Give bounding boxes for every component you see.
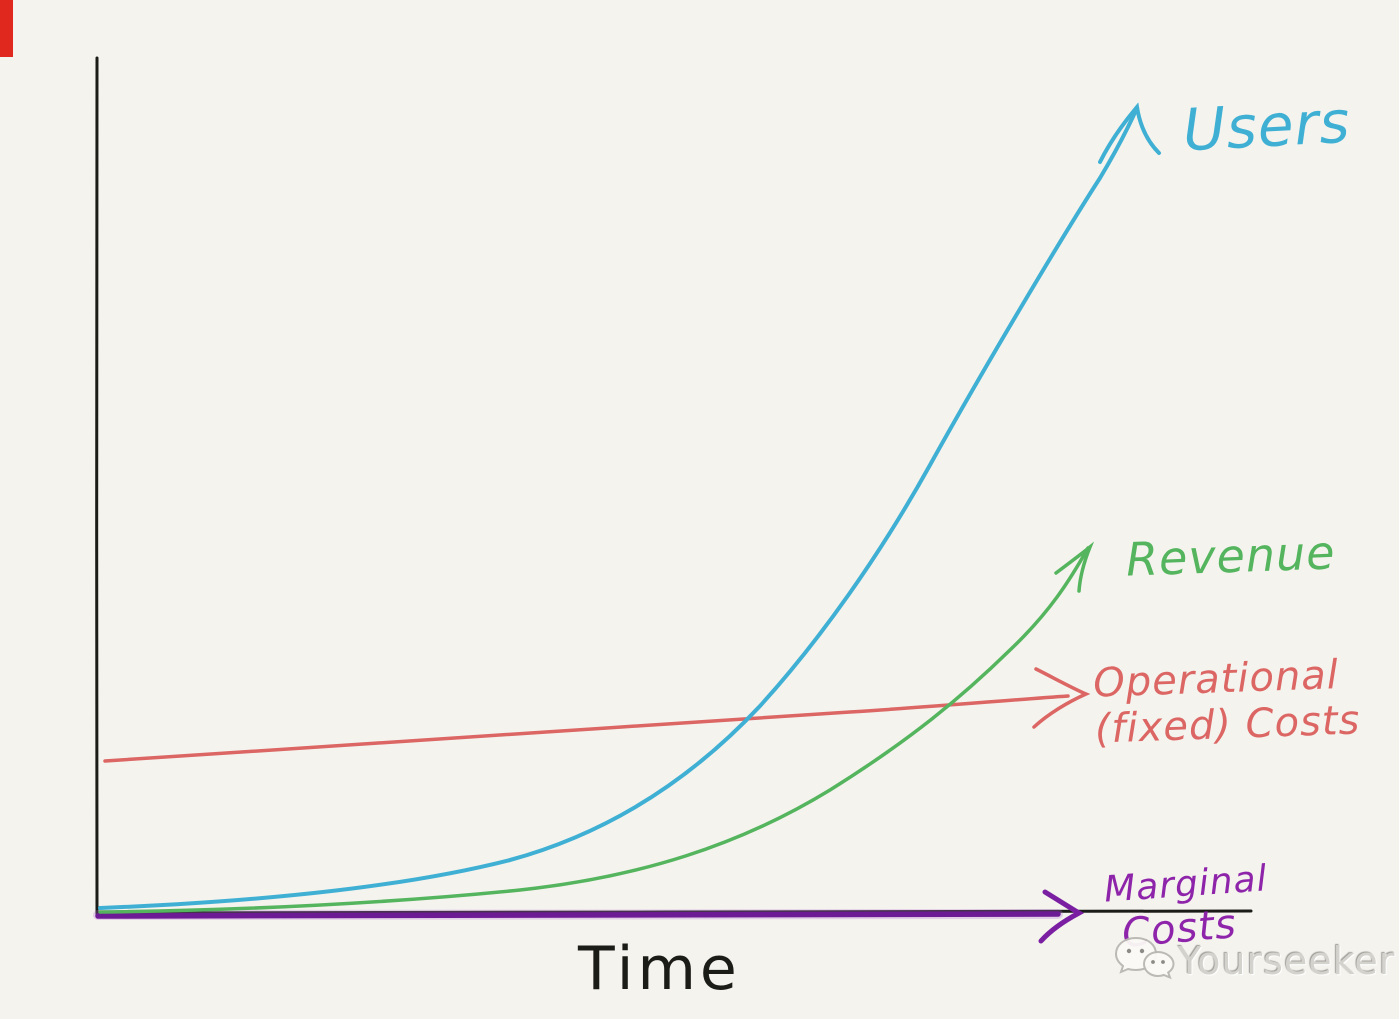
x-axis-title: Time [578,934,741,1004]
operational-costs-arrowhead [1032,667,1091,729]
watermark: Yourseeker [1112,932,1395,990]
marginal-costs-arrowhead [1038,889,1085,944]
x-axis [95,909,1253,915]
revenue-arrowhead [1054,541,1095,593]
revenue-label: Revenue [1125,525,1337,587]
marginal-costs-line [95,911,1061,919]
red-corner-mark [0,0,13,57]
operational-costs-line [103,694,1070,763]
operational-costs-label-line2: (fixed) Costs [1094,697,1362,753]
users-arrowhead [1098,102,1161,164]
watermark-text: Yourseeker [1178,939,1396,983]
operational-costs-label: Operational (fixed) Costs [1092,652,1362,753]
operational-costs-label-line1: Operational [1092,652,1340,707]
revenue-curve [98,546,1090,914]
users-label: Users [1181,87,1353,165]
wechat-chat-bubbles-icon [1114,936,1175,980]
users-curve [98,106,1139,910]
